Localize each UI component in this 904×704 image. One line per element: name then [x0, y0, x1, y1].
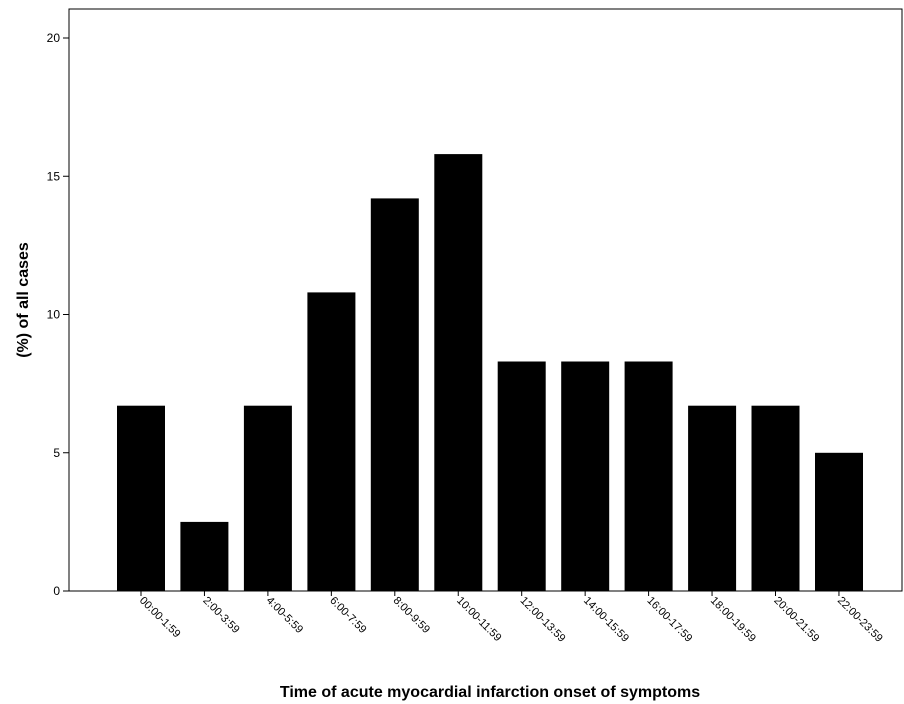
x-tick-label: 4:00-5:59 — [264, 595, 305, 636]
x-tick-label: 00:00-1:59 — [137, 595, 183, 641]
y-tick-label: 15 — [47, 169, 61, 183]
bar-3 — [307, 292, 356, 591]
x-tick-label: 12:00-13:59 — [518, 595, 568, 645]
x-tick-label: 18:00-19:59 — [708, 595, 758, 645]
bar-1 — [180, 521, 229, 591]
x-tick-label: 10:00-11:59 — [454, 595, 503, 644]
y-axis-ticks: 0 5 10 15 20 — [47, 31, 69, 598]
x-tick-label: 22:00-23:59 — [835, 595, 885, 645]
y-axis-title: (%) of all cases — [15, 242, 32, 358]
bar-8 — [624, 361, 673, 591]
bar-2 — [243, 405, 292, 591]
x-axis-tick-labels: 00:00-1:59 2:00-3:59 4:00-5:59 6:00-7:59 8:0… — [137, 591, 885, 645]
x-tick-label: 8:00-9:59 — [391, 595, 432, 636]
bar-10 — [751, 405, 800, 591]
x-axis-title: Time of acute myocardial infarction onse… — [280, 684, 700, 701]
bar-4 — [370, 198, 419, 591]
x-tick-label: 6:00-7:59 — [327, 595, 368, 636]
x-tick-label: 16:00-17:59 — [644, 595, 694, 645]
x-tick-label: 2:00-3:59 — [200, 595, 241, 636]
bar-0 — [117, 405, 165, 591]
y-tick-label: 20 — [47, 31, 61, 45]
y-tick-label: 10 — [47, 308, 61, 322]
bar-5 — [434, 154, 483, 591]
plot-frame — [68, 8, 903, 592]
x-tick-label: 14:00-15:59 — [581, 595, 631, 645]
y-tick-label: 5 — [53, 446, 60, 460]
bar-9 — [688, 405, 737, 591]
bar-6 — [497, 361, 546, 591]
bar-11 — [815, 452, 863, 592]
x-tick-label: 20:00-21:59 — [771, 595, 821, 645]
bars-group — [117, 154, 863, 592]
y-tick-label: 0 — [53, 584, 60, 598]
bar-7 — [561, 361, 610, 591]
